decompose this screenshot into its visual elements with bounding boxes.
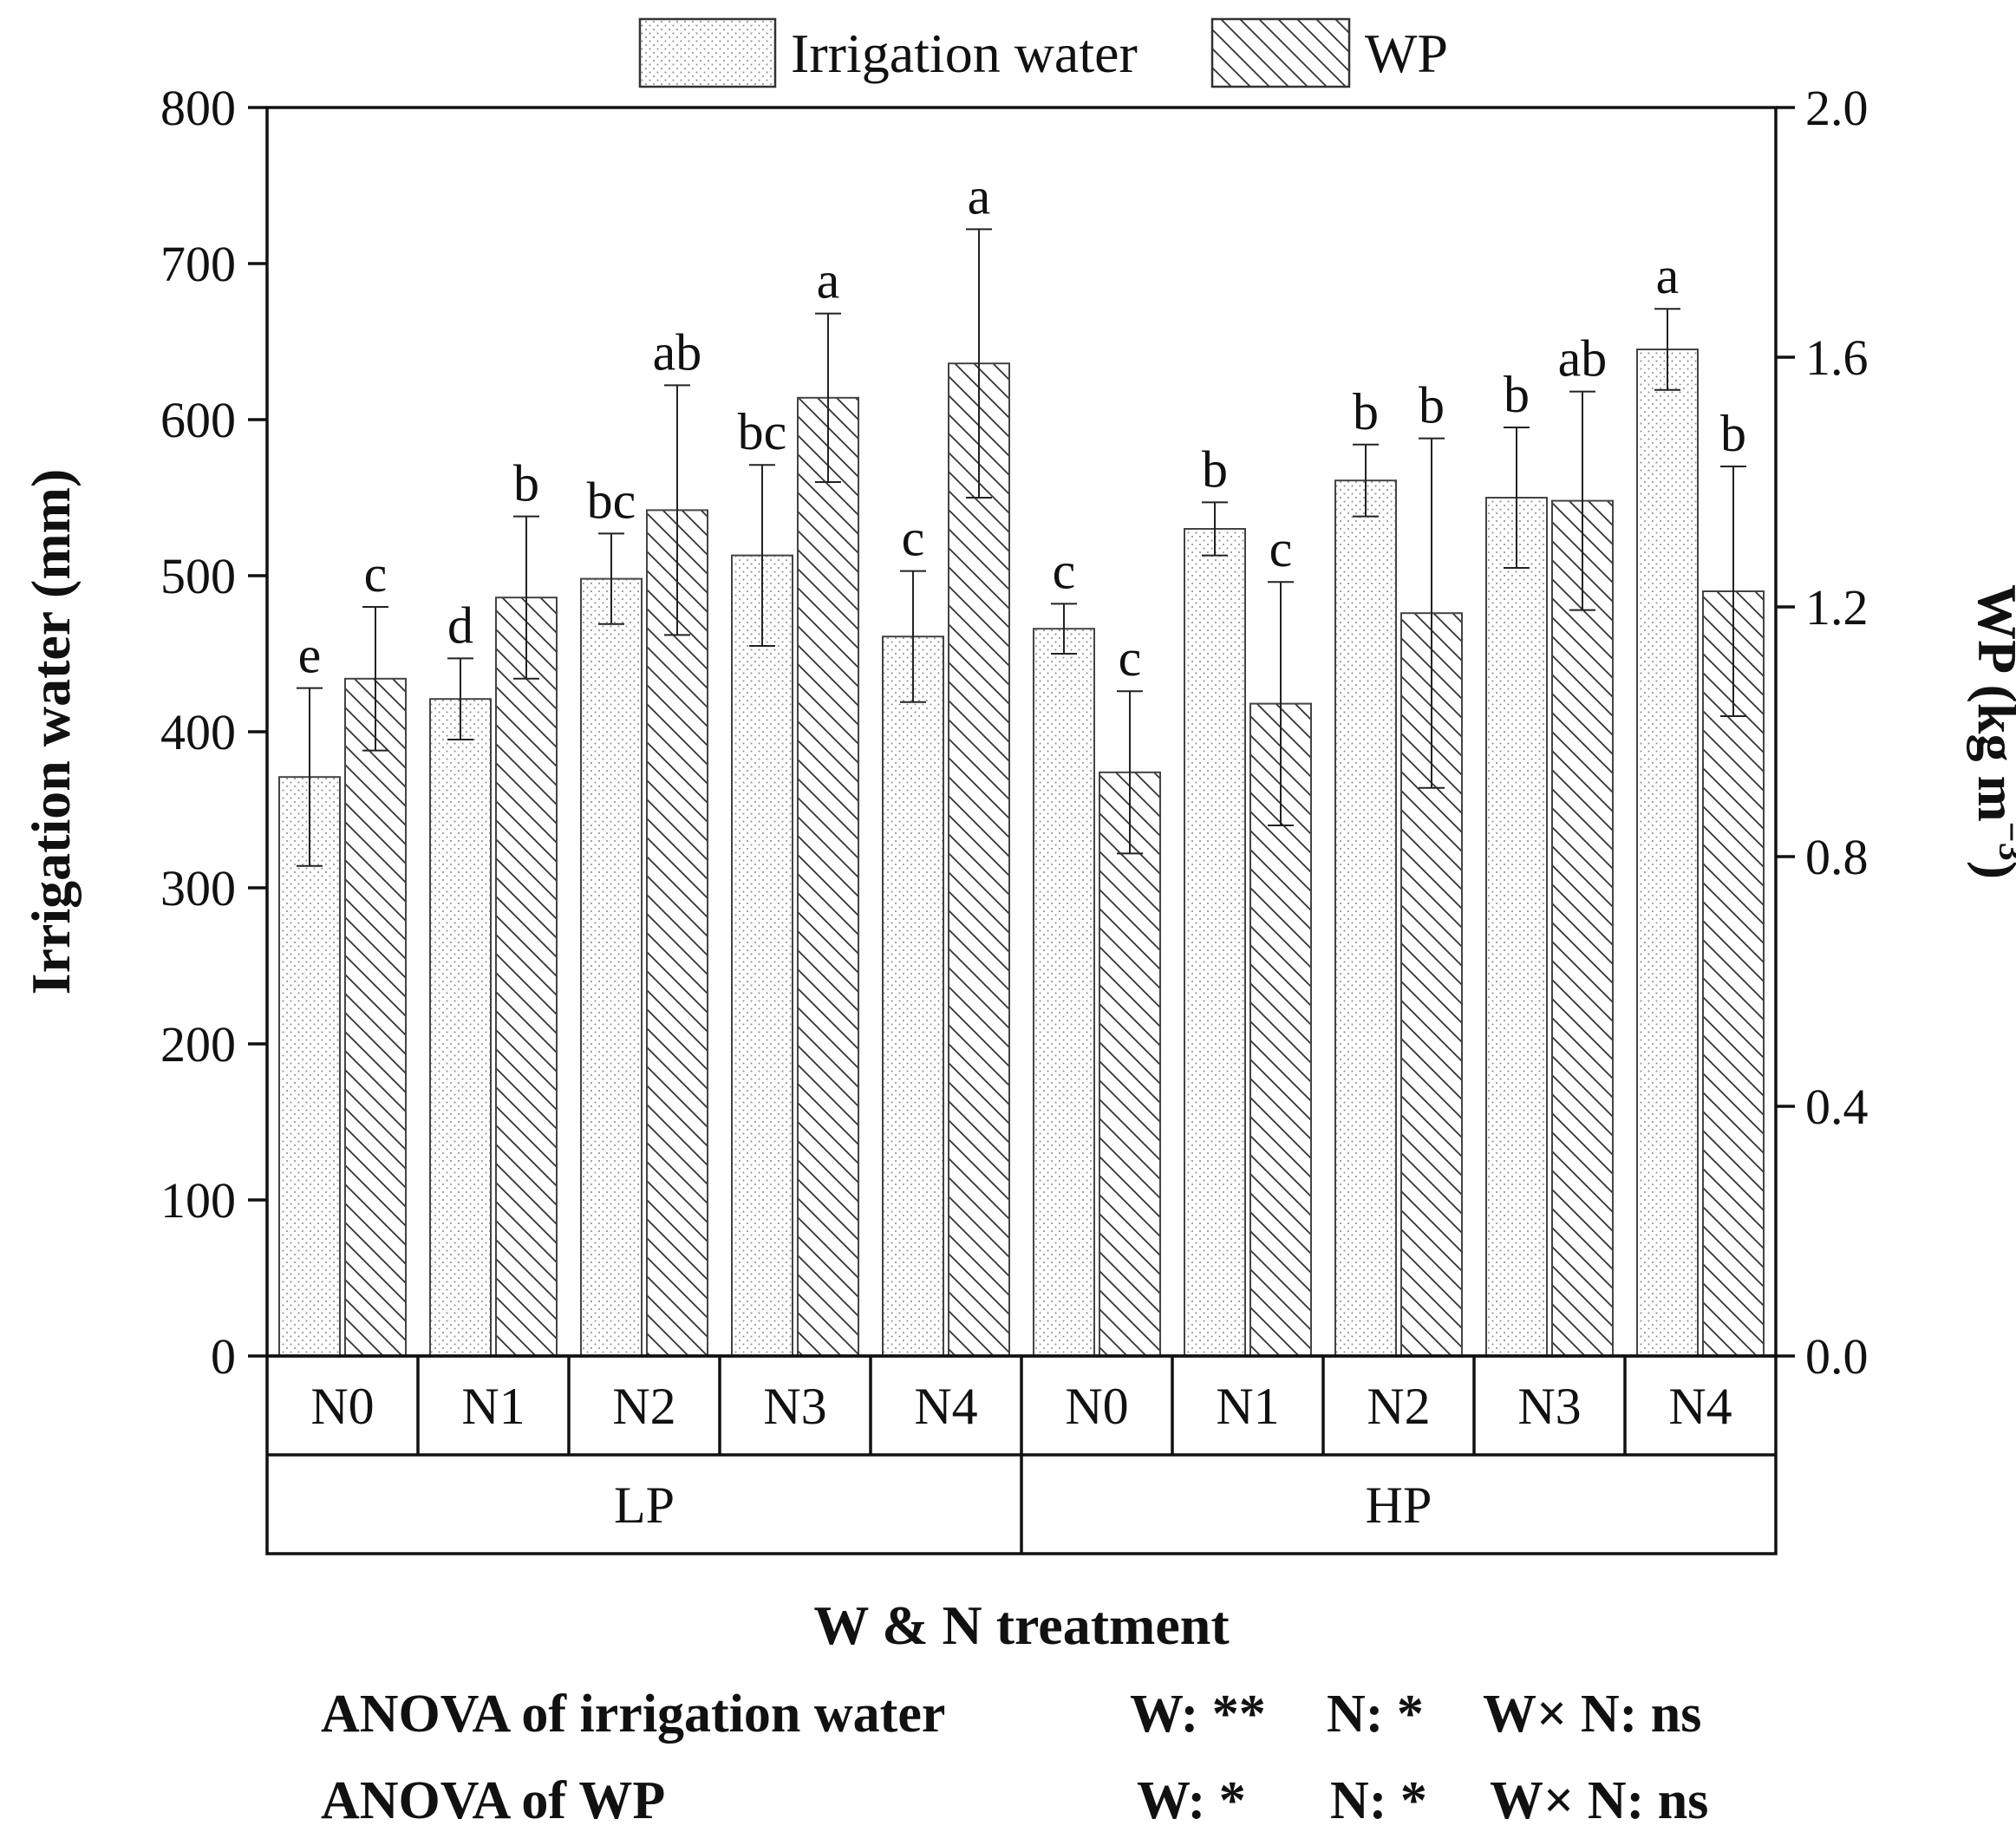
ytick-label-800: 800 xyxy=(160,80,236,136)
category-label-lp-n1: N1 xyxy=(461,1378,525,1435)
sig-letter-wp-lp-n1: b xyxy=(513,455,539,512)
anova-wp-wxn: W× N: ns xyxy=(1490,1771,1708,1830)
bar-wp-hp-n4 xyxy=(1702,590,1765,1357)
bar-wp-lp-n2 xyxy=(646,509,708,1357)
ytick-label-600: 600 xyxy=(160,392,236,448)
bar-wp-hp-n3 xyxy=(1551,499,1614,1357)
sig-letter-irrigation-lp-n1: d xyxy=(447,597,473,654)
ytick-label-700: 700 xyxy=(160,236,236,292)
category-label-lp-n0: N0 xyxy=(310,1378,374,1435)
anova-summary: ANOVA of irrigation water W: ** N: * W× … xyxy=(321,1685,1708,1830)
legend-swatch-irrigation xyxy=(638,17,777,88)
sig-letter-wp-lp-n0: c xyxy=(364,545,388,603)
bar-wp-lp-n3 xyxy=(797,396,859,1357)
group-label-hp: HP xyxy=(1366,1477,1432,1534)
y2tick-label-0.4: 0.4 xyxy=(1805,1079,1869,1135)
bar-irrigation-lp-n2 xyxy=(580,577,643,1357)
ytick-label-100: 100 xyxy=(160,1172,236,1229)
sig-letter-wp-hp-n0: c xyxy=(1119,629,1142,687)
category-label-hp-n4: N4 xyxy=(1668,1378,1732,1435)
x-axis-title: W & N treatment xyxy=(813,1594,1230,1656)
sig-letter-wp-hp-n1: c xyxy=(1269,520,1293,577)
anova-irrigation-n: N: * xyxy=(1327,1685,1424,1744)
y2tick-label-1.6: 1.6 xyxy=(1805,329,1869,386)
left-axis-ticks: 0 100 200 300 400 500 600 700 800 xyxy=(160,80,267,1385)
category-label-lp-n4: N4 xyxy=(914,1378,977,1435)
anova-wp-w: W: * xyxy=(1137,1771,1246,1830)
sig-letter-irrigation-hp-n4: a xyxy=(1656,247,1680,304)
sig-letter-wp-lp-n4: a xyxy=(968,167,991,225)
bar-irrigation-hp-n0 xyxy=(1033,628,1095,1357)
category-table: N0 N1 N2 N3 N4 N0 N1 N2 N3 N4 LP HP xyxy=(265,1354,1778,1555)
group-label-lp: LP xyxy=(614,1477,675,1534)
bar-wp-hp-n0 xyxy=(1099,771,1161,1357)
sig-letter-irrigation-hp-n2: b xyxy=(1353,383,1379,440)
y2-axis-title: WP (kg m−3) xyxy=(1967,584,2016,879)
sig-letter-irrigation-lp-n4: c xyxy=(902,510,925,567)
bar-wp-lp-n4 xyxy=(948,362,1010,1358)
bar-irrigation-hp-n1 xyxy=(1184,528,1246,1357)
sig-letter-irrigation-hp-n0: c xyxy=(1053,542,1076,599)
category-label-lp-n2: N2 xyxy=(612,1378,675,1435)
y-axis-title: Irrigation water (mm) xyxy=(20,469,82,995)
bar-irrigation-hp-n4 xyxy=(1636,349,1699,1357)
anova-irrigation-wxn: W× N: ns xyxy=(1483,1685,1701,1744)
sig-letter-wp-hp-n4: b xyxy=(1720,405,1746,462)
y2tick-label-2.0: 2.0 xyxy=(1805,80,1869,136)
y2-axis-title-close: ) xyxy=(1967,861,2016,879)
right-axis-ticks: 0.0 0.4 0.8 1.2 1.6 2.0 xyxy=(1776,80,1869,1385)
ytick-label-300: 300 xyxy=(160,860,236,916)
anova-wp-label: ANOVA of WP xyxy=(321,1771,665,1830)
bar-wp-lp-n0 xyxy=(344,677,407,1357)
error-bars-layer xyxy=(297,228,1746,867)
sig-letter-irrigation-lp-n3: bc xyxy=(738,403,787,460)
sig-letter-irrigation-hp-n3: b xyxy=(1504,366,1530,423)
category-label-hp-n3: N3 xyxy=(1517,1378,1581,1435)
category-label-lp-n3: N3 xyxy=(763,1378,826,1435)
anova-irrigation-label: ANOVA of irrigation water xyxy=(321,1685,945,1744)
sig-letter-irrigation-lp-n2: bc xyxy=(587,472,636,529)
anova-wp-n: N: * xyxy=(1330,1771,1427,1830)
sig-letter-irrigation-lp-n0: e xyxy=(298,627,322,684)
bar-irrigation-hp-n3 xyxy=(1485,497,1548,1357)
ytick-label-500: 500 xyxy=(160,548,236,604)
plot-frame xyxy=(265,106,1778,1358)
y2-axis-title-main: WP (kg m xyxy=(1967,584,2016,822)
ytick-label-400: 400 xyxy=(160,704,236,760)
sig-letter-wp-lp-n2: ab xyxy=(653,323,702,381)
bar-irrigation-lp-n1 xyxy=(429,698,492,1357)
ytick-label-0: 0 xyxy=(211,1328,236,1385)
category-label-hp-n2: N2 xyxy=(1367,1378,1430,1435)
sig-letter-irrigation-hp-n1: b xyxy=(1202,440,1228,498)
bar-irrigation-lp-n3 xyxy=(731,554,793,1357)
legend: Irrigation water WP xyxy=(638,17,1448,88)
category-label-hp-n1: N1 xyxy=(1216,1378,1279,1435)
bars-layer xyxy=(278,349,1765,1358)
bar-irrigation-hp-n2 xyxy=(1334,479,1397,1357)
y2-axis-title-exponent: −3 xyxy=(1991,822,2016,861)
legend-label-irrigation: Irrigation water xyxy=(791,23,1138,84)
ytick-label-200: 200 xyxy=(160,1016,236,1072)
anova-irrigation-w: W: ** xyxy=(1130,1685,1266,1744)
legend-swatch-wp xyxy=(1210,17,1351,88)
y2tick-label-1.2: 1.2 xyxy=(1805,579,1869,636)
legend-label-wp: WP xyxy=(1365,23,1448,84)
bar-wp-lp-n1 xyxy=(495,597,558,1357)
y2tick-label-0.8: 0.8 xyxy=(1805,829,1869,885)
sig-letter-wp-lp-n3: a xyxy=(817,252,840,310)
bar-irrigation-lp-n4 xyxy=(882,636,944,1357)
sig-letter-wp-hp-n3: ab xyxy=(1558,330,1608,388)
y2tick-label-0.0: 0.0 xyxy=(1805,1328,1869,1385)
bar-irrigation-lp-n0 xyxy=(278,776,341,1357)
category-label-hp-n0: N0 xyxy=(1065,1378,1128,1435)
sig-letter-wp-hp-n2: b xyxy=(1419,377,1445,434)
